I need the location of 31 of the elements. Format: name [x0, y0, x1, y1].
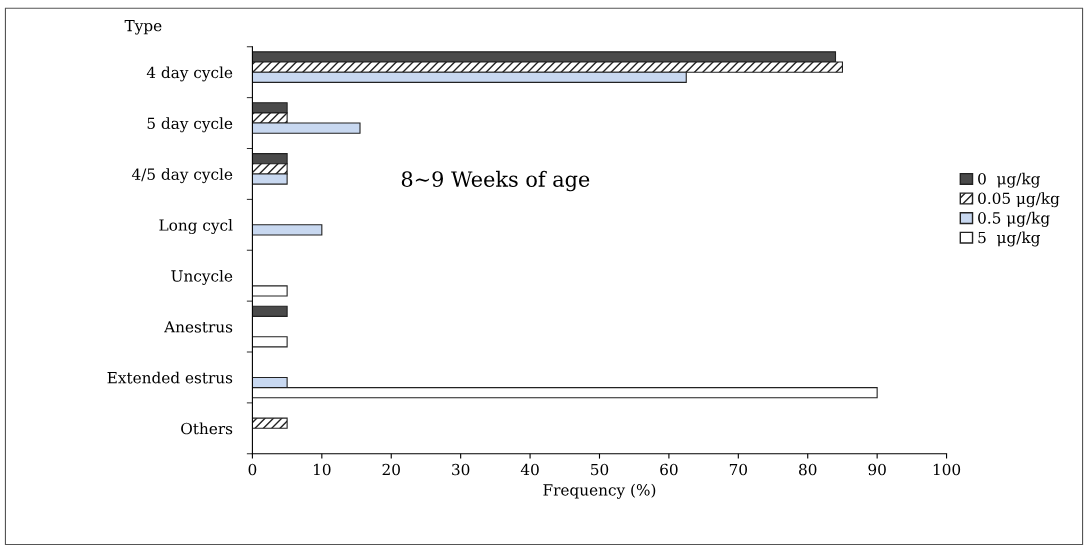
y-tick-label: Uncycle: [171, 269, 233, 285]
y-tick-label: Others: [181, 422, 233, 435]
y-tick-label: Extended estrus: [107, 371, 233, 384]
bar: [252, 285, 288, 297]
x-tick-label: 30: [452, 463, 470, 476]
bar: [252, 336, 288, 348]
y-axis-title: Type: [124, 20, 162, 35]
x-tick-label: 20: [382, 463, 400, 476]
y-tick-label: Anestrus: [164, 321, 233, 333]
bar: [252, 305, 288, 317]
annotation: 8∼9 Weeks of age: [401, 170, 590, 192]
y-tick-label: 5 day cycle: [147, 117, 233, 133]
legend-label: 0.05 μg/kg: [978, 192, 1060, 208]
x-tick-label: 80: [799, 463, 817, 476]
y-tick-label: Long cycl: [159, 219, 233, 235]
x-tick-label: 70: [729, 463, 748, 476]
legend-label: 5 μg/kg: [978, 231, 1040, 247]
x-axis-title: Frequency (%): [543, 483, 656, 499]
x-tick-label: 0: [248, 463, 257, 476]
x-tick-label: 60: [660, 463, 678, 476]
y-tick-label: 4 day cycle: [146, 66, 233, 82]
y-tick-label: 4/5 day cycle: [131, 168, 233, 184]
x-tick-label: 90: [868, 463, 886, 476]
x-tick-label: 10: [313, 463, 331, 476]
legend-label: 0.5 μg/kg: [978, 211, 1050, 227]
x-tick-label: 100: [933, 463, 961, 476]
x-tick-label: 40: [520, 463, 539, 476]
x-tick-label: 50: [591, 463, 609, 476]
bar: [252, 417, 288, 429]
bar: [252, 224, 323, 236]
legend-label: 0 μg/kg: [978, 172, 1040, 188]
